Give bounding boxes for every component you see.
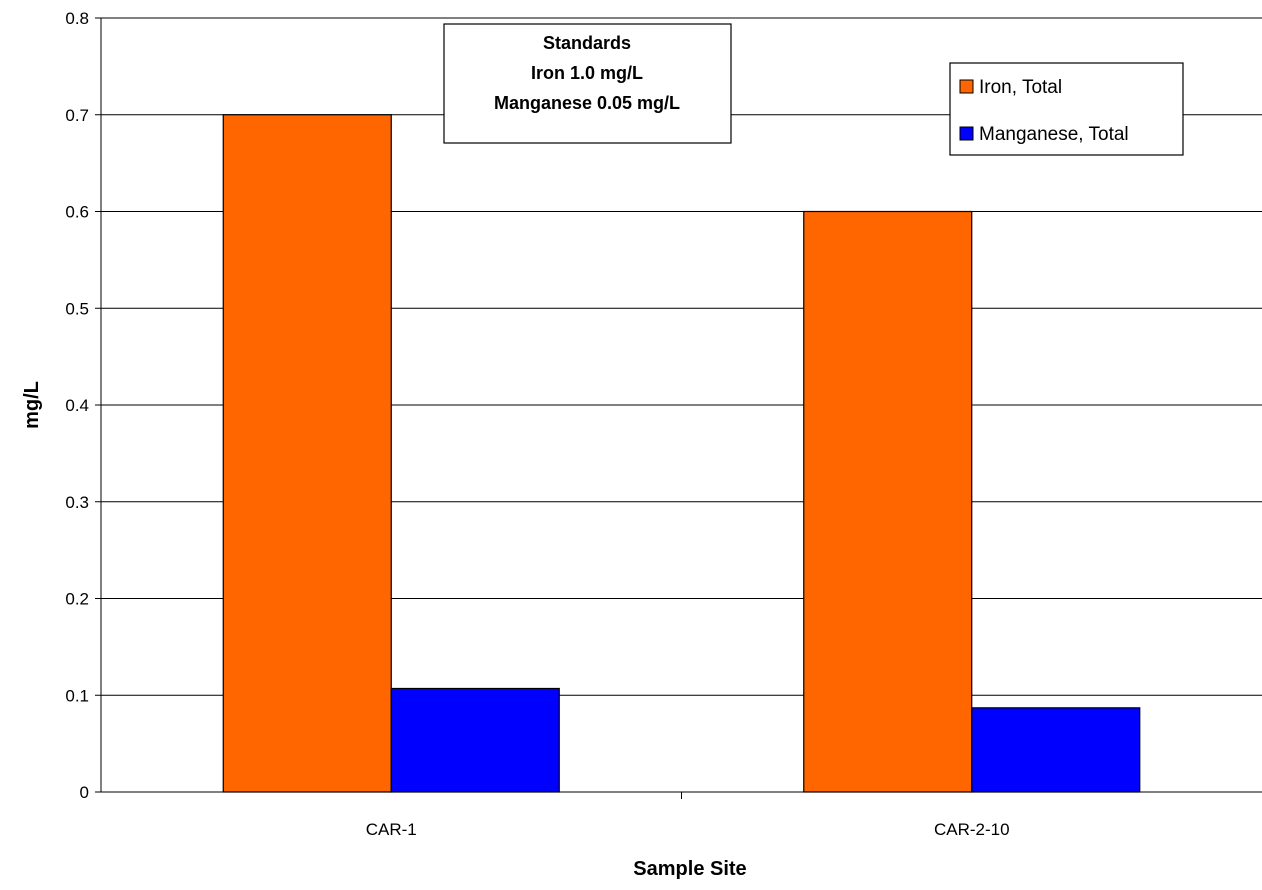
annotation-line-2: Iron 1.0 mg/L — [531, 63, 643, 83]
legend-label-iron: Iron, Total — [979, 77, 1062, 98]
y-tick-label: 0.4 — [65, 396, 89, 415]
x-tick-label: CAR-2-10 — [934, 820, 1010, 839]
legend: Iron, Total Manganese, Total — [949, 62, 1184, 156]
y-tick-label: 0.3 — [65, 493, 89, 512]
y-tick-label: 0.5 — [65, 299, 89, 318]
y-tick-label: 0.7 — [65, 106, 89, 125]
y-ticks: 0 0.1 0.2 0.3 0.4 0.5 0.6 0.7 0.8 — [65, 9, 101, 802]
legend-label-manganese: Manganese, Total — [979, 124, 1129, 145]
x-ticks: CAR-1 CAR-2-10 — [366, 792, 1010, 839]
y-tick-label: 0.2 — [65, 590, 89, 609]
y-tick-label: 0.8 — [65, 9, 89, 28]
bar-manganese-car-2-10 — [971, 707, 1141, 793]
x-axis-title: Sample Site — [633, 858, 746, 880]
y-tick-label: 0.1 — [65, 686, 89, 705]
legend-swatch-iron — [959, 79, 974, 94]
bars — [222, 114, 1141, 793]
legend-box — [949, 62, 1184, 156]
annotation-line-1: Standards — [543, 33, 631, 53]
bar-manganese-car-1 — [390, 687, 560, 793]
x-tick-label: CAR-1 — [366, 820, 417, 839]
annotation-box — [443, 23, 732, 144]
bar-iron-car-2-10 — [803, 210, 973, 793]
standards-annotation: Standards Iron 1.0 mg/L Manganese 0.05 m… — [443, 23, 732, 144]
bar-iron-car-1 — [222, 114, 392, 793]
legend-swatch-manganese — [959, 126, 974, 141]
y-axis-title: mg/L — [21, 381, 43, 429]
y-tick-label: 0.6 — [65, 203, 89, 222]
y-tick-label: 0 — [80, 783, 89, 802]
annotation-line-3: Manganese 0.05 mg/L — [494, 93, 680, 113]
